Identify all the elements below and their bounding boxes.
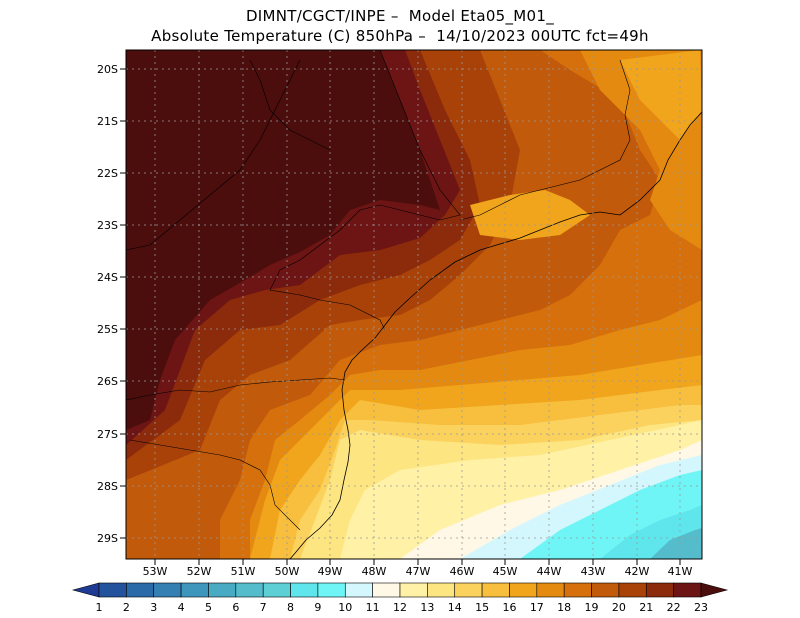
colorbar-swatch [399,582,428,598]
colorbar-swatch [180,582,209,598]
colorbar-label: 17 [530,601,544,614]
colorbar-swatch [454,582,483,598]
colorbar-label: 20 [612,601,626,614]
colorbar-label: 15 [475,601,489,614]
title-line-2: Absolute Temperature (C) 850hPa – 14/10/… [151,27,649,45]
lat-label: 21S [97,115,118,128]
colorbar-label: 6 [232,601,239,614]
lon-label: 44W [537,565,562,578]
lon-label: 50W [275,565,300,578]
colorbar-swatch [509,582,538,598]
colorbar-swatch [71,582,100,598]
lon-label: 53W [143,565,168,578]
lon-label: 46W [450,565,475,578]
lon-label: 45W [493,565,518,578]
colorbar-swatch [645,582,674,598]
lat-label: 23S [97,219,118,232]
grid-lines [126,50,702,559]
lat-label: 27S [97,428,118,441]
lat-label: 20S [97,63,118,76]
colorbar-swatch [372,582,401,598]
lat-label: 22S [97,167,118,180]
latitude-labels: 20S 21S 22S 23S 24S 25S 26S 27S 28S 29S [97,63,118,545]
colorbar-label: 7 [260,601,267,614]
lon-label: 47W [406,565,431,578]
state-borders [126,50,631,531]
lon-label: 48W [362,565,387,578]
colorbar-swatch [591,582,620,598]
title-line-1: DIMNT/CGCT/INPE – Model Eta05_M01_ [245,7,555,25]
lon-label: 43W [581,565,606,578]
colorbar-label: 12 [393,601,407,614]
colorbar-swatch [673,582,702,598]
colorbar-swatch [153,582,182,598]
colorbar-label: 19 [585,601,599,614]
colorbar-label: 4 [178,601,185,614]
map-frame [125,49,703,560]
colorbar-label: 10 [338,601,352,614]
colorbar-swatch [98,582,127,598]
colorbar-swatch [317,582,346,598]
lat-label: 28S [97,480,118,493]
lon-label: 49W [318,565,343,578]
lat-label: 24S [97,271,118,284]
colorbar-label: 9 [314,601,321,614]
colorbar-label: 8 [287,601,294,614]
colorbar-label: 3 [150,601,157,614]
colorbar-swatch [536,582,565,598]
colorbar-swatch [290,582,319,598]
lat-label: 25S [97,323,118,336]
colorbar-label: 2 [123,601,130,614]
colorbar-swatch [618,582,647,598]
colorbar-swatch [208,582,237,598]
colorbar-swatch [262,582,291,598]
longitude-labels: 53W 52W 51W 50W 49W 48W 47W 46W 45W 44W … [143,565,693,578]
colorbar-label: 14 [448,601,462,614]
colorbar-swatch [126,582,155,598]
colorbar-swatch [700,582,729,598]
colorbar-label: 1 [96,601,103,614]
colorbar-label: 11 [366,601,380,614]
axis-ticks [120,68,681,565]
colorbar: 1 2 3 4 5 6 7 8 9 10 11 12 13 14 15 16 17 18 19 20 21 22 23 [71,582,729,614]
colorbar-label: 22 [667,601,681,614]
colorbar-swatch [481,582,510,598]
colorbar-swatch [427,582,456,598]
colorbar-swatch [563,582,592,598]
colorbar-label: 5 [205,601,212,614]
colorbar-label: 13 [420,601,434,614]
colorbar-label: 16 [502,601,516,614]
colorbar-label: 18 [557,601,571,614]
temperature-field [126,50,702,559]
colorbar-label: 23 [694,601,708,614]
lat-label: 29S [97,532,118,545]
colorbar-swatch [344,582,373,598]
colorbar-swatch [235,582,264,598]
lon-label: 42W [625,565,650,578]
lon-label: 41W [668,565,693,578]
coastline [289,111,702,559]
lon-label: 51W [231,565,256,578]
lon-label: 52W [187,565,212,578]
lat-label: 26S [97,375,118,388]
colorbar-label: 21 [639,601,653,614]
